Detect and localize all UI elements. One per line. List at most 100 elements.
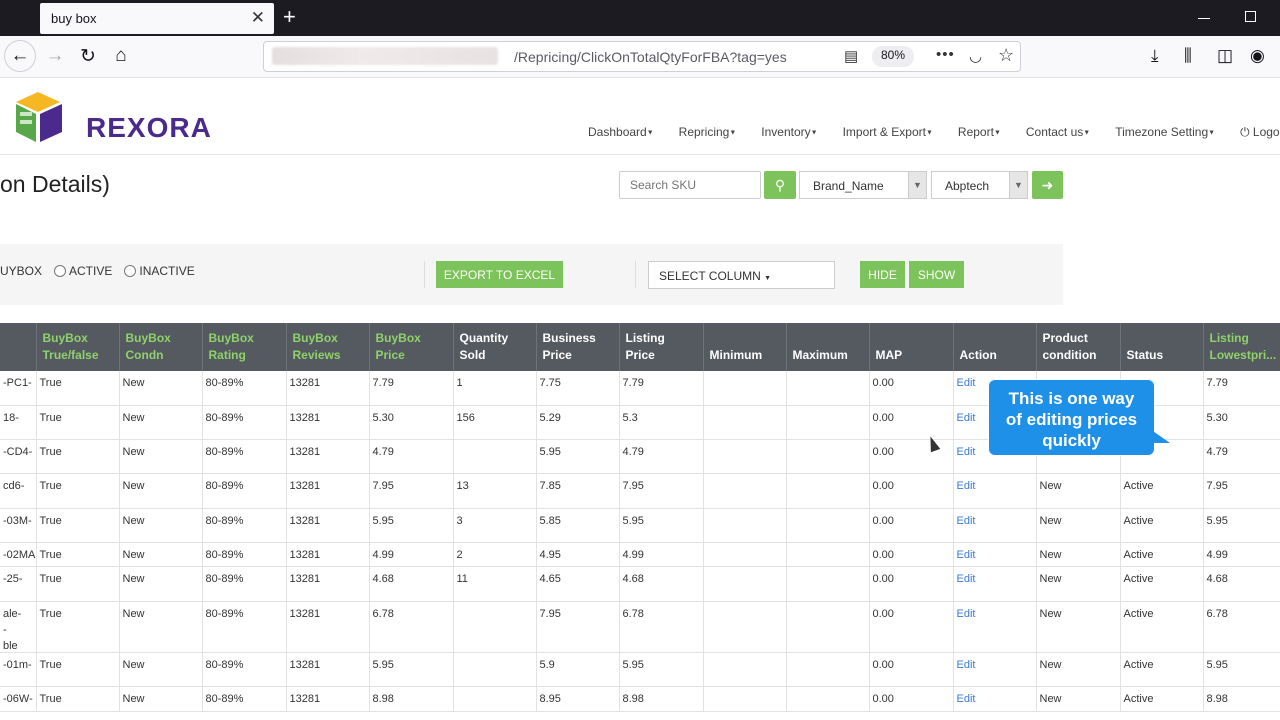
menu-dashboard[interactable]: Dashboard▼ xyxy=(588,125,654,139)
table-cell: New xyxy=(1036,508,1121,543)
table-cell: 7.85 xyxy=(536,473,620,509)
table-cell: 11 xyxy=(453,566,537,602)
table-cell: 4.79 xyxy=(619,439,704,474)
table-cell: True xyxy=(36,652,120,687)
value-select[interactable]: Abptech ▼ xyxy=(931,171,1028,199)
tab-title: buy box xyxy=(51,11,97,26)
table-cell xyxy=(453,652,537,687)
radio-active[interactable] xyxy=(54,265,67,277)
table-cell xyxy=(703,371,787,406)
forward-arrow-icon[interactable]: → xyxy=(45,45,65,66)
select-column-dropdown[interactable]: SELECT COLUMN ▼ xyxy=(648,261,835,289)
go-button[interactable]: ➜ xyxy=(1032,171,1063,199)
library-icon[interactable]: ⫼ xyxy=(1184,46,1192,65)
table-cell xyxy=(703,542,787,567)
table-cell: -02MA xyxy=(0,542,37,567)
table-cell xyxy=(786,566,870,602)
col-header[interactable]: Action xyxy=(953,323,1037,371)
table-cell: 5.95 xyxy=(619,508,704,543)
edit-link[interactable]: Edit xyxy=(953,508,1037,543)
table-cell: 4.99 xyxy=(1203,542,1280,567)
reader-view-icon[interactable]: ▤ xyxy=(844,48,859,65)
edit-link[interactable]: Edit xyxy=(953,473,1037,509)
table-cell xyxy=(703,473,787,509)
zoom-level[interactable]: 80% xyxy=(872,46,915,67)
table-cell: 0.00 xyxy=(869,371,954,406)
maximize-icon[interactable] xyxy=(1245,11,1256,22)
search-sku-input[interactable] xyxy=(619,171,761,199)
col-header[interactable]: BuyBox Condn xyxy=(119,323,203,371)
home-icon[interactable]: ⌂ xyxy=(115,45,127,66)
col-header[interactable]: BuyBox Rating xyxy=(202,323,287,371)
col-header[interactable]: MAP xyxy=(869,323,954,371)
table-cell: 13281 xyxy=(286,652,370,687)
download-icon[interactable]: ⤓ xyxy=(1151,46,1159,65)
col-header[interactable]: Product condition xyxy=(1036,323,1121,371)
col-header[interactable]: BuyBox Price xyxy=(369,323,454,371)
col-header[interactable]: Listing Price xyxy=(619,323,704,371)
power-icon: ⏻ xyxy=(1240,125,1253,139)
edit-link[interactable]: Edit xyxy=(953,686,1037,712)
url-bar[interactable]: /Repricing/ClickOnTotalQtyForFBA?tag=yes… xyxy=(263,41,1021,72)
table-cell: 0.00 xyxy=(869,566,954,602)
back-arrow-icon[interactable]: ← xyxy=(4,40,36,72)
col-header[interactable]: Listing Lowestpri... xyxy=(1203,323,1280,371)
menu-report[interactable]: Report▼ xyxy=(957,125,1001,139)
table-cell: 5.29 xyxy=(536,405,620,440)
table-cell: 13281 xyxy=(286,371,370,406)
menu-logout[interactable]: ⏻ Logo xyxy=(1240,125,1280,139)
divider xyxy=(424,261,425,288)
account-icon[interactable]: ◉ xyxy=(1250,46,1265,65)
logo-text: REXORA xyxy=(86,112,212,143)
col-header[interactable]: Business Price xyxy=(536,323,620,371)
edit-link[interactable]: Edit xyxy=(953,652,1037,687)
menu-timezone[interactable]: Timezone Setting▼ xyxy=(1115,125,1216,139)
table-cell xyxy=(786,473,870,509)
menu-repricing[interactable]: Repricing▼ xyxy=(678,125,737,139)
col-header[interactable] xyxy=(0,323,37,371)
col-header[interactable]: BuyBox Reviews xyxy=(286,323,370,371)
export-excel-button[interactable]: EXPORT TO EXCEL xyxy=(436,261,563,288)
search-button[interactable]: ⚲ xyxy=(764,171,796,199)
page-title: on Details) xyxy=(0,171,110,197)
radio-inactive[interactable] xyxy=(124,265,137,277)
table-cell: New xyxy=(119,566,203,602)
brand-select[interactable]: Brand_Name ▼ xyxy=(799,171,927,199)
table-cell: New xyxy=(119,508,203,543)
edit-link[interactable]: Edit xyxy=(953,601,1037,653)
table-cell xyxy=(703,405,787,440)
table-cell: Active xyxy=(1120,542,1204,567)
edit-link[interactable]: Edit xyxy=(953,542,1037,567)
show-button[interactable]: SHOW xyxy=(909,261,964,288)
table-cell: 5.95 xyxy=(369,652,454,687)
reload-icon[interactable]: ↻ xyxy=(80,45,96,67)
data-table: BuyBox True/false BuyBox Condn BuyBox Ra… xyxy=(0,323,1280,712)
menu-inventory[interactable]: Inventory▼ xyxy=(761,125,818,139)
minimize-icon[interactable] xyxy=(1198,18,1210,19)
logo-cube-icon xyxy=(16,92,62,142)
sidebar-icon[interactable]: ◫ xyxy=(1217,46,1234,65)
table-cell: 5.95 xyxy=(536,439,620,474)
col-header[interactable]: Quantity Sold xyxy=(453,323,537,371)
logo[interactable]: REXORA xyxy=(16,90,216,144)
table-cell: 3 xyxy=(453,508,537,543)
col-header[interactable]: Status xyxy=(1120,323,1204,371)
pocket-icon[interactable]: ◡ xyxy=(969,48,983,65)
edit-link[interactable]: Edit xyxy=(953,566,1037,602)
col-header[interactable]: Maximum xyxy=(786,323,870,371)
menu-import-export[interactable]: Import & Export▼ xyxy=(842,125,933,139)
close-icon[interactable]: ✕ xyxy=(250,8,265,27)
new-tab-icon[interactable]: + xyxy=(283,4,296,29)
table-cell xyxy=(703,566,787,602)
more-icon[interactable]: ••• xyxy=(936,46,955,63)
menu-contact[interactable]: Contact us▼ xyxy=(1025,125,1091,139)
hide-button[interactable]: HIDE xyxy=(860,261,905,288)
browser-tab[interactable]: buy box ✕ xyxy=(40,3,274,34)
table-cell: -CD4- xyxy=(0,439,37,474)
star-icon[interactable]: ☆ xyxy=(998,45,1015,65)
table-cell: 13281 xyxy=(286,566,370,602)
col-header[interactable]: Minimum xyxy=(703,323,787,371)
col-header[interactable]: BuyBox True/false xyxy=(36,323,120,371)
site-header: REXORA Dashboard▼ Repricing▼ Inventory▼ … xyxy=(0,78,1280,155)
table-cell: 5.95 xyxy=(619,652,704,687)
